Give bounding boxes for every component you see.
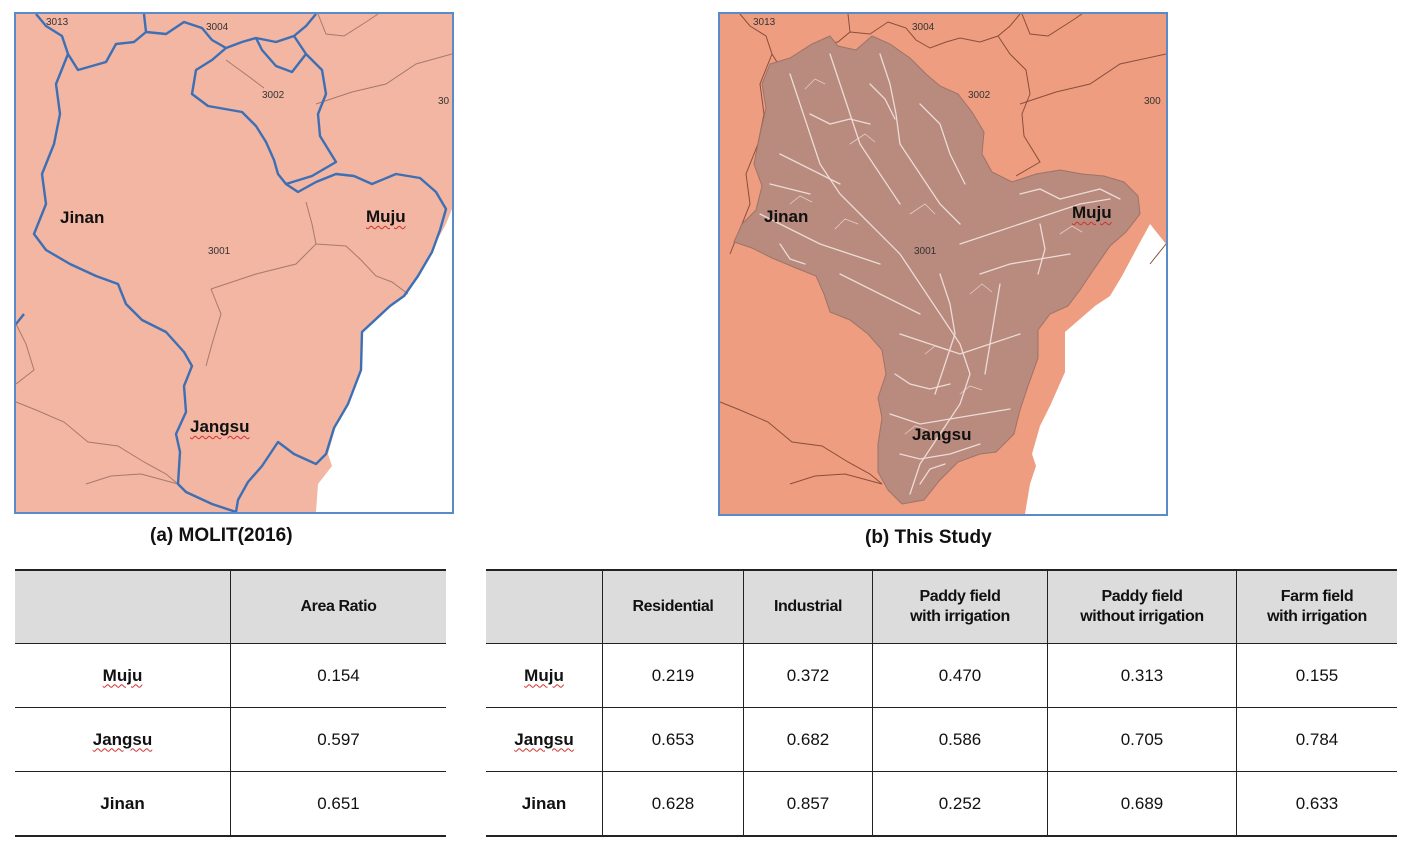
map-b-caption: (b) This Study	[865, 527, 992, 548]
map-a-svg	[16, 14, 452, 512]
table-cell: 0.597	[230, 707, 446, 772]
table-cell: 0.705	[1047, 707, 1237, 772]
map-a-code-3004: 3004	[206, 22, 229, 33]
table-cell: 0.784	[1236, 707, 1397, 772]
map-a-label-muju: Muju	[366, 207, 406, 226]
map-b-minor-boundaries	[720, 14, 1166, 485]
map-b-code-3002: 3002	[968, 90, 991, 101]
row-label-jinan: Jinan	[15, 771, 231, 837]
table-cell: 0.633	[1236, 771, 1397, 837]
table-row: Jangsu 0.653 0.682 0.586 0.705 0.784	[486, 707, 1397, 772]
table-row: Jangsu 0.597	[15, 707, 446, 772]
table-cell: 0.155	[1236, 643, 1397, 708]
area-ratio-table: Area Ratio Muju 0.154 Jangsu 0.597 Jinan…	[15, 569, 446, 837]
table-cell: 0.651	[230, 771, 446, 837]
table-header-cell	[486, 569, 603, 644]
table-header-row: Residential Industrial Paddy field with …	[486, 569, 1397, 644]
table-row: Jinan 0.651	[15, 771, 446, 837]
row-label-muju: Muju	[524, 665, 564, 685]
table-cell: 0.313	[1047, 643, 1237, 708]
table-header-cell: Area Ratio	[230, 569, 446, 644]
row-label-jinan: Jinan	[486, 771, 603, 837]
table-header-cell: Paddy field with irrigation	[872, 569, 1048, 644]
table-header-cell: Paddy field without irrigation	[1047, 569, 1237, 644]
row-label-muju: Muju	[102, 665, 143, 685]
map-b-stream-network	[759, 53, 1121, 495]
table-header-cell: Farm field with irrigation	[1236, 569, 1397, 644]
table-cell: 0.586	[872, 707, 1048, 772]
table-cell: 0.628	[602, 771, 744, 837]
table-cell: 0.653	[602, 707, 744, 772]
map-a-label-jangsu: Jangsu	[190, 417, 250, 436]
map-a-outside-area	[316, 209, 452, 512]
map-b-outside-area	[1025, 224, 1166, 514]
map-a-code-3002: 3002	[262, 90, 285, 101]
map-b-code-300: 300	[1144, 96, 1161, 107]
map-a-code-3001: 3001	[208, 246, 231, 257]
map-a-code-3013: 3013	[46, 17, 69, 28]
map-b-code-3013: 3013	[753, 17, 776, 28]
table-header-row: Area Ratio	[15, 569, 446, 644]
table-cell: 0.689	[1047, 771, 1237, 837]
table-cell: 0.154	[230, 643, 446, 708]
table-cell: 0.470	[872, 643, 1048, 708]
table-cell: 0.219	[602, 643, 744, 708]
map-a-minor-boundaries	[16, 14, 452, 485]
row-label-jangsu: Jangsu	[92, 729, 153, 749]
table-row: Muju 0.154	[15, 643, 446, 708]
table-cell: 0.857	[743, 771, 873, 837]
map-a-caption: (a) MOLIT(2016)	[150, 525, 293, 546]
map-b-label-jangsu: Jangsu	[912, 425, 972, 444]
table-cell: 0.252	[872, 771, 1048, 837]
map-a-admin-boundaries	[16, 14, 448, 512]
table-row: Muju 0.219 0.372 0.470 0.313 0.155	[486, 643, 1397, 708]
table-cell: 0.682	[743, 707, 873, 772]
map-a-code-30: 30	[438, 96, 450, 107]
map-molit-2016: 3013 3004 3002 30 3001 Jinan Muju Jangsu	[14, 12, 454, 514]
map-b-code-3001: 3001	[914, 246, 937, 257]
row-label-jangsu: Jangsu	[514, 729, 574, 749]
map-b-code-3004: 3004	[912, 22, 935, 33]
table-cell: 0.372	[743, 643, 873, 708]
map-this-study: 3013 3004 3002 300 3001 Jinan Muju Jangs…	[718, 12, 1168, 516]
map-b-label-muju: Muju	[1072, 203, 1112, 222]
table-header-cell: Residential	[602, 569, 744, 644]
table-row: Jinan 0.628 0.857 0.252 0.689 0.633	[486, 771, 1397, 837]
map-b-basin	[733, 35, 1141, 505]
map-b-svg	[720, 14, 1166, 514]
table-header-cell: Industrial	[743, 569, 873, 644]
land-use-ratio-table: Residential Industrial Paddy field with …	[486, 569, 1397, 837]
map-b-label-jinan: Jinan	[764, 207, 809, 226]
map-a-label-jinan: Jinan	[60, 208, 105, 227]
table-header-cell	[15, 569, 231, 644]
